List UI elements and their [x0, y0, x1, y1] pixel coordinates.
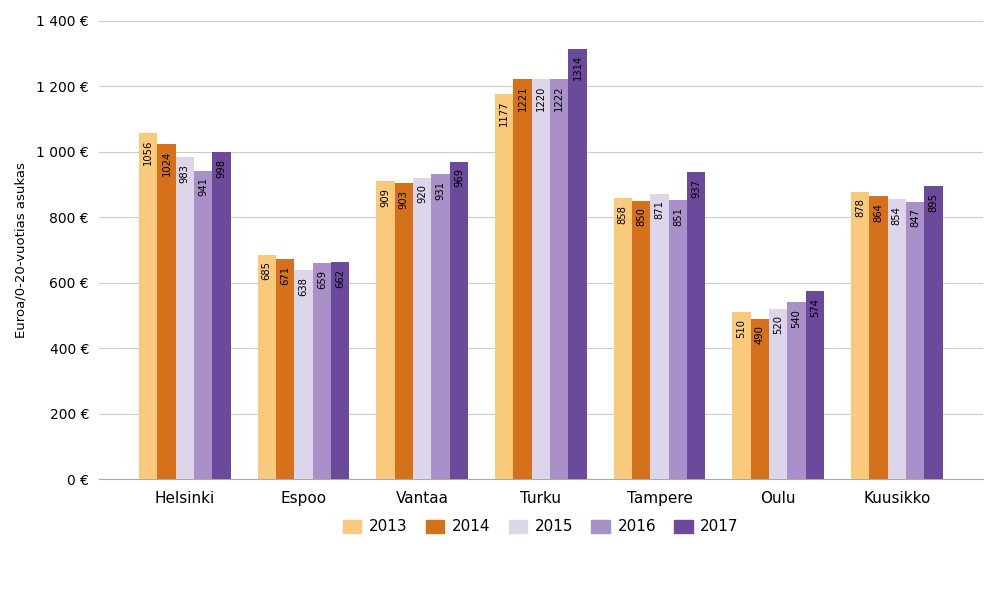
Bar	[495, 94, 513, 479]
Bar	[687, 172, 706, 479]
Text: 909: 909	[380, 188, 390, 207]
Bar	[632, 201, 651, 479]
Bar	[569, 48, 587, 479]
Text: 895: 895	[928, 192, 938, 212]
Legend: 2013, 2014, 2015, 2016, 2017: 2013, 2014, 2015, 2016, 2017	[336, 513, 745, 540]
Bar	[376, 182, 394, 479]
Bar	[275, 260, 294, 479]
Bar	[651, 194, 669, 479]
Bar	[887, 200, 906, 479]
Text: 878: 878	[855, 198, 865, 217]
Text: 1220: 1220	[536, 86, 546, 111]
Text: 931: 931	[435, 181, 445, 200]
Bar	[805, 291, 824, 479]
Text: 858: 858	[618, 204, 628, 224]
Text: 1056: 1056	[143, 140, 153, 165]
Text: 1177: 1177	[499, 100, 509, 126]
Text: 998: 998	[217, 159, 227, 178]
Bar	[924, 186, 943, 479]
Text: 510: 510	[737, 319, 747, 338]
Text: 520: 520	[773, 315, 783, 335]
Text: 540: 540	[791, 309, 801, 328]
Text: 1314: 1314	[573, 55, 583, 80]
Text: 851: 851	[673, 207, 683, 226]
Text: 1024: 1024	[162, 150, 172, 175]
Text: 941: 941	[199, 177, 209, 197]
Bar	[787, 302, 805, 479]
Text: 662: 662	[335, 269, 345, 288]
Bar	[614, 198, 632, 479]
Bar	[851, 192, 869, 479]
Bar	[769, 309, 787, 479]
Bar	[550, 79, 569, 479]
Bar	[158, 144, 176, 479]
Bar	[669, 200, 687, 479]
Bar	[312, 263, 331, 479]
Text: 638: 638	[298, 277, 308, 296]
Bar	[413, 178, 431, 479]
Text: 850: 850	[636, 208, 646, 226]
Text: 685: 685	[261, 261, 271, 280]
Text: 969: 969	[454, 168, 464, 188]
Text: 1221: 1221	[517, 86, 528, 111]
Text: 937: 937	[692, 179, 702, 198]
Bar	[139, 133, 158, 479]
Bar	[750, 319, 769, 479]
Bar	[532, 79, 550, 479]
Bar	[294, 270, 312, 479]
Bar	[431, 174, 450, 479]
Bar	[176, 157, 194, 479]
Bar	[194, 171, 213, 479]
Bar	[906, 201, 924, 479]
Bar	[331, 263, 349, 479]
Bar	[513, 79, 532, 479]
Bar	[257, 255, 275, 479]
Y-axis label: Euroa/0-20-vuotias asukas: Euroa/0-20-vuotias asukas	[15, 162, 28, 338]
Text: 983: 983	[180, 164, 190, 183]
Bar	[869, 196, 887, 479]
Text: 1222: 1222	[554, 85, 564, 111]
Text: 920: 920	[417, 185, 427, 203]
Text: 864: 864	[873, 203, 883, 221]
Text: 871: 871	[655, 200, 665, 220]
Bar	[394, 183, 413, 479]
Text: 847: 847	[910, 208, 920, 227]
Bar	[213, 152, 231, 479]
Bar	[450, 162, 468, 479]
Bar	[733, 312, 750, 479]
Text: 671: 671	[280, 266, 290, 285]
Text: 659: 659	[317, 270, 327, 289]
Text: 574: 574	[810, 298, 820, 317]
Text: 854: 854	[892, 206, 902, 225]
Text: 490: 490	[754, 325, 764, 344]
Text: 903: 903	[399, 190, 409, 209]
